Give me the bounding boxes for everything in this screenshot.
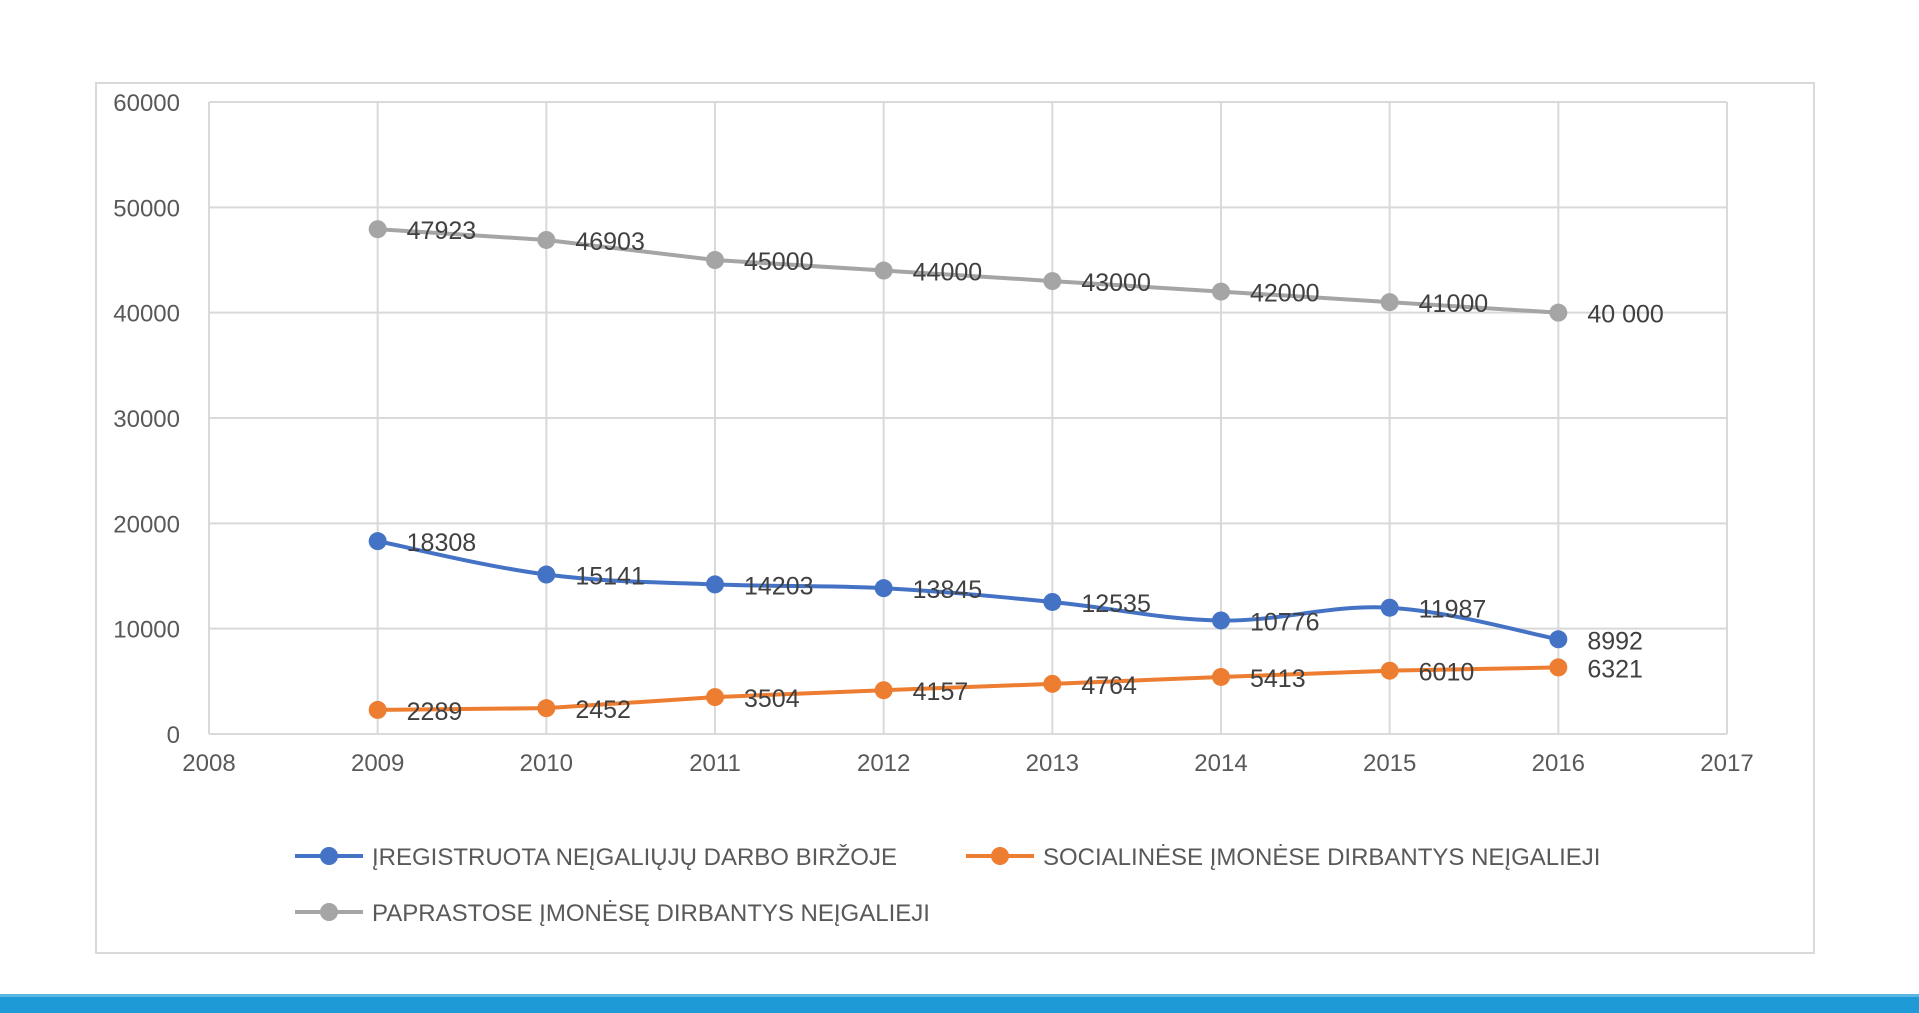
series-line-2 bbox=[375, 227, 1561, 315]
data-label: 40 000 bbox=[1587, 301, 1663, 329]
data-label: 13845 bbox=[913, 576, 983, 604]
y-axis-ticks: 0 10000 20000 30000 40000 50000 60000 bbox=[113, 90, 180, 749]
data-label: 3504 bbox=[744, 685, 800, 713]
data-point bbox=[537, 565, 556, 584]
y-tick-label: 20000 bbox=[113, 511, 180, 538]
footer-bar-highlight bbox=[0, 994, 1919, 997]
y-tick-label: 60000 bbox=[113, 90, 180, 117]
x-tick-label: 2016 bbox=[1532, 750, 1585, 777]
data-label: 44000 bbox=[913, 259, 983, 287]
data-point bbox=[1380, 598, 1399, 617]
data-point bbox=[706, 688, 724, 707]
x-axis-ticks: 2008 2009 2010 2011 2012 2013 2014 2015 2016 2017 bbox=[182, 750, 1753, 777]
data-label: 5413 bbox=[1250, 665, 1306, 693]
series-line-0 bbox=[375, 539, 1561, 642]
chart-border bbox=[95, 82, 1815, 954]
data-point bbox=[1549, 303, 1568, 322]
x-tick-label: 2008 bbox=[182, 750, 235, 777]
x-tick-label: 2009 bbox=[351, 750, 404, 777]
legend-marker bbox=[991, 847, 1009, 865]
x-tick-label: 2014 bbox=[1194, 750, 1247, 777]
x-tick-label: 2017 bbox=[1700, 750, 1753, 777]
data-point bbox=[706, 251, 724, 269]
legend-item: PAPRASTOSE ĮMONĖSĘ DIRBANTYS NEĮGALIEJI bbox=[295, 900, 930, 927]
x-tick-label: 2010 bbox=[520, 750, 573, 777]
data-point bbox=[368, 220, 387, 239]
x-tick-label: 2013 bbox=[1026, 750, 1079, 777]
legend-label: SOCIALINĖSE ĮMONĖSE DIRBANTYS NEĮGALIEJI bbox=[1043, 844, 1600, 871]
legend-label: ĮREGISTRUOTA NEĮGALIŲJŲ DARBO BIRŽOJE bbox=[372, 844, 897, 871]
legend-marker bbox=[320, 847, 338, 865]
x-tick-label: 2015 bbox=[1363, 750, 1416, 777]
data-label: 41000 bbox=[1419, 290, 1489, 318]
data-label: 12535 bbox=[1081, 590, 1151, 618]
legend-item: ĮREGISTRUOTA NEĮGALIŲJŲ DARBO BIRŽOJE bbox=[295, 844, 897, 871]
data-point bbox=[537, 230, 556, 249]
data-point bbox=[368, 532, 387, 551]
data-label-layer: 18308 15141 14203 13845 12535 10776 11987 8992 2… bbox=[407, 217, 1664, 726]
data-point bbox=[1212, 611, 1230, 630]
data-point bbox=[1043, 674, 1062, 693]
y-tick-label: 50000 bbox=[113, 195, 180, 222]
data-point bbox=[1549, 630, 1568, 649]
data-point bbox=[1212, 282, 1230, 301]
data-label: 2452 bbox=[575, 696, 631, 724]
data-point bbox=[368, 700, 387, 719]
series-line-1 bbox=[375, 665, 1561, 712]
data-label: 45000 bbox=[744, 248, 814, 276]
legend-item: SOCIALINĖSE ĮMONĖSE DIRBANTYS NEĮGALIEJI bbox=[966, 844, 1600, 871]
data-label: 47923 bbox=[407, 217, 477, 245]
y-tick-label: 10000 bbox=[113, 617, 180, 644]
data-label: 2289 bbox=[407, 698, 463, 726]
y-tick-label: 30000 bbox=[113, 406, 180, 433]
data-label: 11987 bbox=[1419, 596, 1487, 624]
data-label: 4157 bbox=[913, 678, 969, 706]
data-label: 42000 bbox=[1250, 280, 1320, 308]
data-point bbox=[874, 261, 893, 280]
legend-marker bbox=[320, 903, 338, 921]
y-tick-label: 0 bbox=[167, 722, 180, 749]
data-label: 6321 bbox=[1587, 655, 1643, 683]
x-tick-label: 2012 bbox=[857, 750, 910, 777]
data-label: 43000 bbox=[1081, 269, 1151, 297]
series-layer bbox=[368, 220, 1568, 719]
data-label: 8992 bbox=[1587, 627, 1643, 655]
footer-bar bbox=[0, 997, 1919, 1013]
data-label: 15141 bbox=[575, 563, 645, 591]
data-point bbox=[537, 699, 556, 718]
data-label: 18308 bbox=[407, 529, 477, 557]
data-point bbox=[706, 575, 724, 594]
data-label: 4764 bbox=[1081, 672, 1137, 700]
y-tick-label: 40000 bbox=[113, 301, 180, 328]
data-point bbox=[1380, 661, 1399, 680]
data-point bbox=[1043, 592, 1062, 611]
data-label: 10776 bbox=[1250, 608, 1320, 636]
data-label: 14203 bbox=[744, 572, 814, 600]
data-label: 6010 bbox=[1419, 659, 1475, 687]
data-point bbox=[1549, 658, 1568, 677]
data-point bbox=[1212, 667, 1230, 686]
legend: ĮREGISTRUOTA NEĮGALIŲJŲ DARBO BIRŽOJE SOC… bbox=[295, 844, 1600, 927]
legend-label: PAPRASTOSE ĮMONĖSĘ DIRBANTYS NEĮGALIEJI bbox=[372, 900, 930, 927]
data-point bbox=[1380, 293, 1399, 312]
data-point bbox=[1043, 272, 1062, 291]
data-point bbox=[874, 579, 893, 598]
x-tick-label: 2011 bbox=[689, 750, 741, 777]
data-point bbox=[874, 681, 893, 700]
data-label: 46903 bbox=[575, 228, 645, 256]
